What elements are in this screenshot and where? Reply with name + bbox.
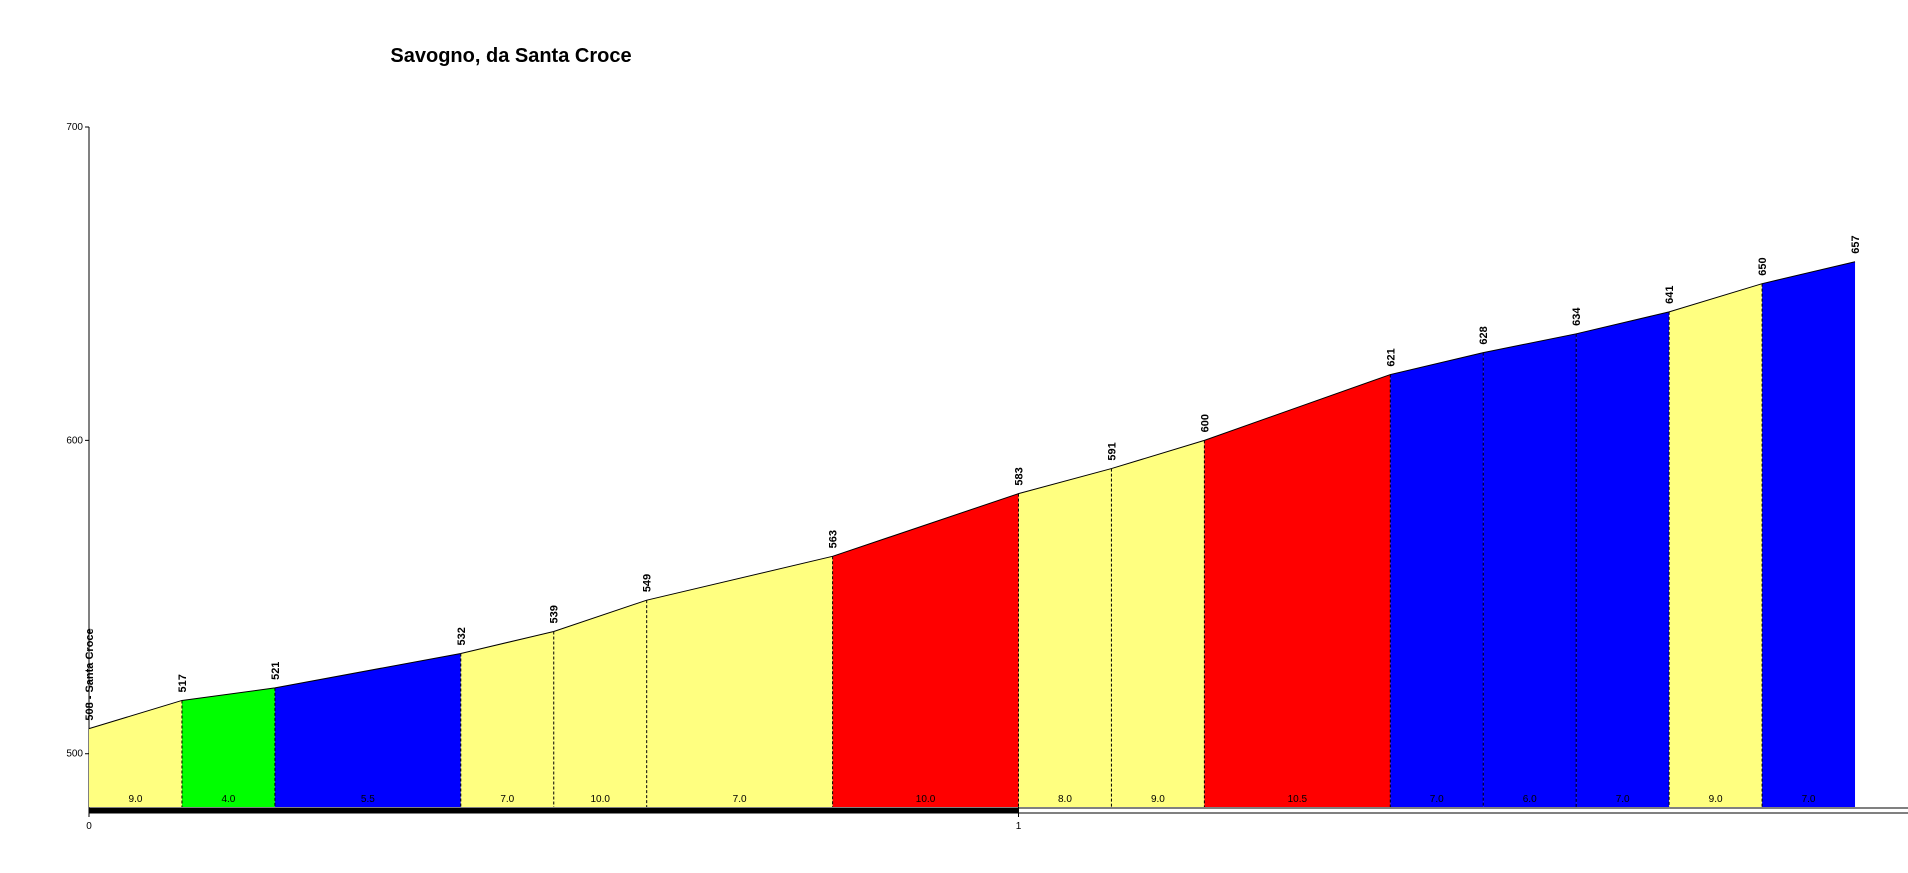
segment — [89, 700, 182, 807]
altitude-label: 532 — [456, 627, 468, 645]
altitude-label: 549 — [642, 574, 654, 592]
altitude-label: 657 — [1850, 235, 1862, 253]
gradient-label: 7.0 — [500, 794, 514, 805]
gradient-label: 10.5 — [1288, 794, 1308, 805]
gradient-label: 10.0 — [590, 794, 610, 805]
chart-title: Savogno, da Santa Croce — [390, 45, 631, 67]
y-tick-label: 700 — [66, 122, 83, 133]
segment — [832, 493, 1019, 807]
gradient-label: 7.0 — [1616, 794, 1630, 805]
altitude-label: 539 — [549, 605, 561, 623]
segment — [646, 556, 833, 807]
gradient-label: 4.0 — [221, 794, 235, 805]
altitude-label: 521 — [270, 662, 282, 680]
segment — [1390, 352, 1484, 807]
altitude-label: 591 — [1106, 442, 1118, 460]
segment — [1576, 311, 1670, 807]
altitude-label: 517 — [177, 674, 189, 692]
gradient-label: 7.0 — [733, 794, 747, 805]
y-tick-label: 600 — [66, 435, 83, 446]
gradient-label: 10.0 — [916, 794, 936, 805]
altitude-label: 641 — [1664, 286, 1676, 304]
x-tick-label: 1 — [1016, 821, 1022, 832]
gradient-label: 6.0 — [1523, 794, 1537, 805]
segment — [553, 600, 647, 807]
gradient-label: 5.5 — [361, 794, 375, 805]
gradient-label: 8.0 — [1058, 794, 1072, 805]
gradient-label: 7.0 — [1430, 794, 1444, 805]
x-tick-label: 0 — [86, 821, 92, 832]
altitude-label: 650 — [1757, 257, 1769, 275]
km-bar — [89, 808, 1019, 813]
profile-line — [88, 261, 1856, 730]
altitude-label: 634 — [1571, 307, 1583, 326]
segment — [1111, 440, 1205, 807]
altitude-label: 621 — [1385, 348, 1397, 366]
altitude-label: 508 - Santa Croce — [84, 628, 96, 720]
segment — [460, 631, 554, 807]
gradient-label: 9.0 — [129, 794, 143, 805]
segment — [181, 687, 275, 807]
y-tick-label: 500 — [66, 749, 83, 760]
gradient-label: 7.0 — [1802, 794, 1816, 805]
gradient-label: 9.0 — [1709, 794, 1723, 805]
altitude-label: 628 — [1478, 326, 1490, 344]
altitude-label: 600 — [1199, 414, 1211, 432]
altitude-label: 583 — [1013, 467, 1025, 485]
segment — [1483, 333, 1577, 807]
altitude-label: 563 — [828, 530, 840, 548]
segment — [1018, 468, 1112, 807]
segment — [1204, 374, 1391, 807]
segment — [274, 653, 461, 807]
segment — [1762, 261, 1856, 807]
segment — [1669, 283, 1763, 808]
gradient-label: 9.0 — [1151, 794, 1165, 805]
